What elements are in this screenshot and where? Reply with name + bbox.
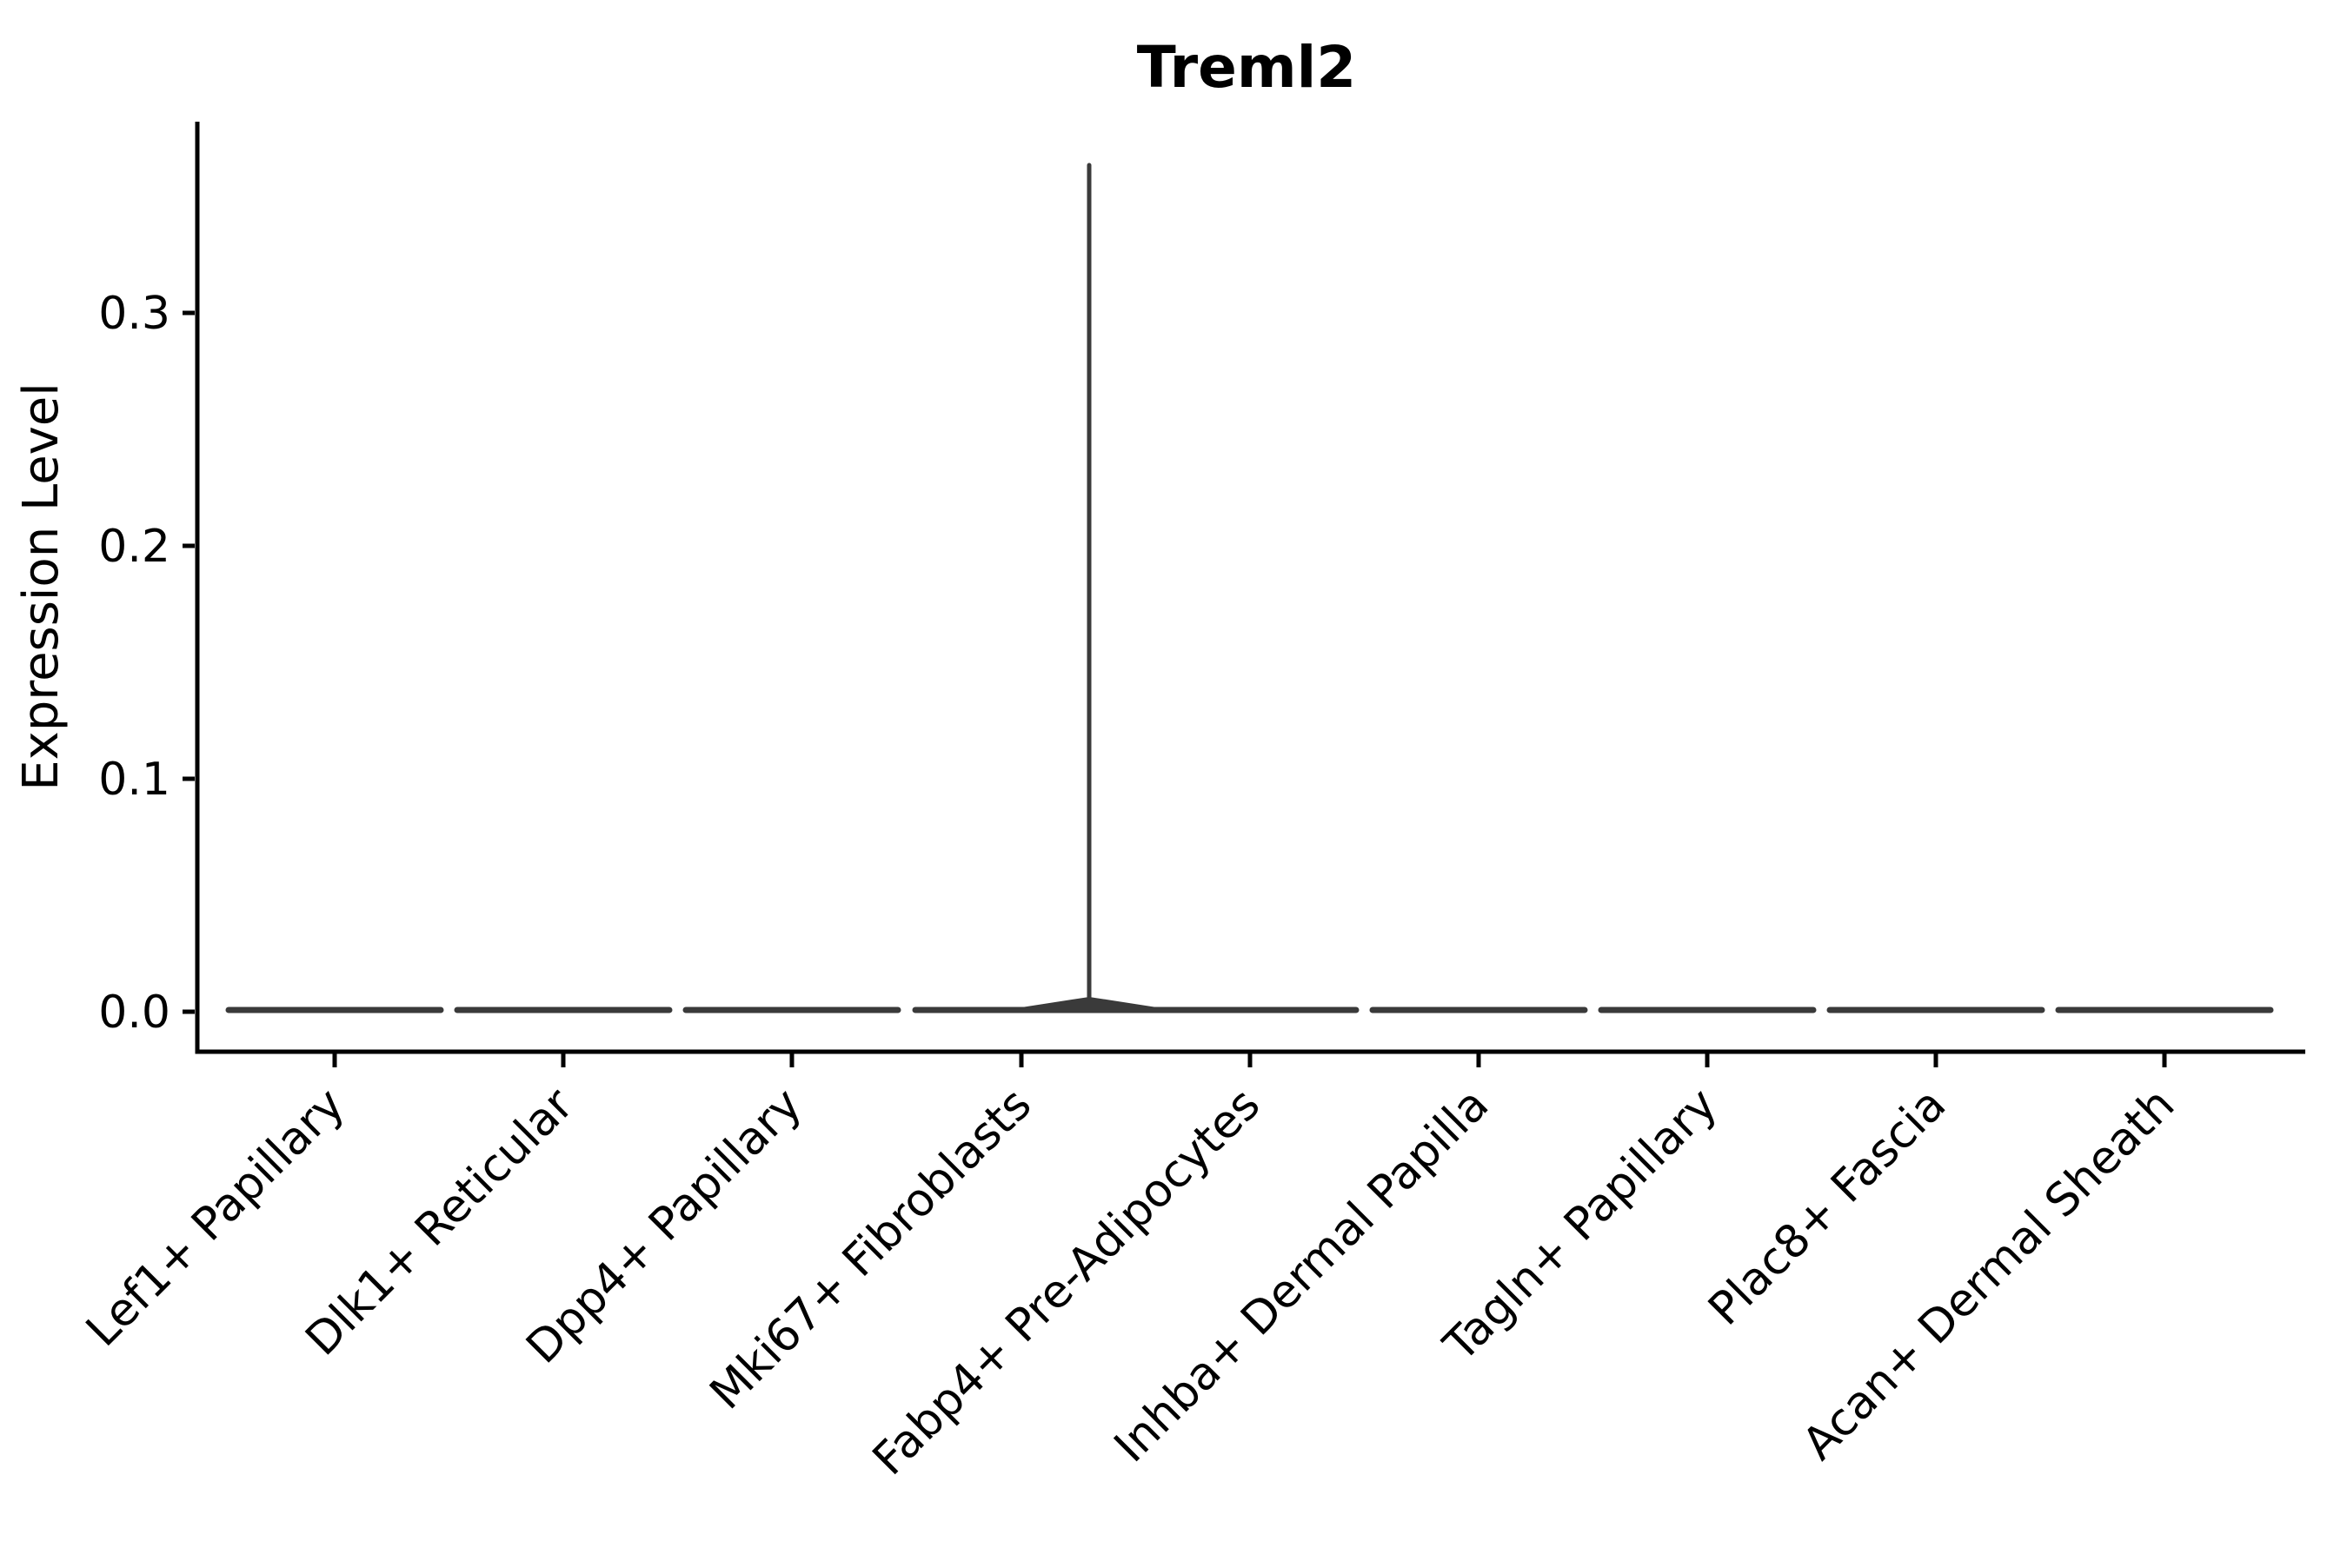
y-tick-label-0.2: 0.2 bbox=[98, 521, 170, 573]
x-axis-ticks bbox=[332, 1053, 2167, 1067]
x-label-fabp4-pre-adipocytes: Fabp4+ Pre-Adipocytes bbox=[863, 1079, 1270, 1485]
x-label-plac8-fascia: Plac8+ Fascia bbox=[1699, 1079, 1956, 1336]
violins bbox=[225, 163, 2274, 1013]
plot-title: Treml2 bbox=[1137, 34, 1356, 101]
x-label-inhba-dermal-papilla: Inhba+ Dermal Papilla bbox=[1105, 1079, 1499, 1472]
y-tick-label-0.1: 0.1 bbox=[98, 754, 170, 806]
x-axis-labels: Lef1+ Papillary Dlk1+ Reticular Dpp4+ Pa… bbox=[76, 1078, 2184, 1485]
axis-spines bbox=[195, 122, 2305, 1054]
x-label-acan-dermal-sheath: Acan+ Dermal Sheath bbox=[1793, 1079, 2185, 1471]
y-tick-label-0.0: 0.0 bbox=[98, 987, 170, 1039]
y-axis-ticks: 0.0 0.1 0.2 0.3 bbox=[98, 288, 195, 1039]
y-tick-label-0.3: 0.3 bbox=[98, 288, 170, 340]
y-axis-label: Expression Level bbox=[13, 382, 70, 791]
